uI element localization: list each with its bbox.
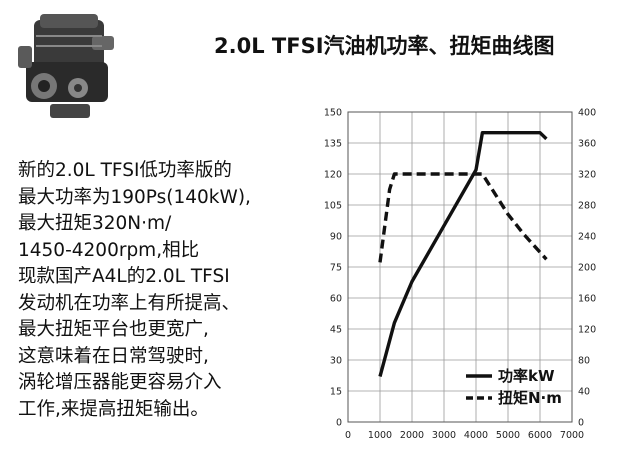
y-right-tick-label: 280 — [578, 201, 596, 212]
y-left-tick-label: 45 — [330, 325, 342, 336]
legend-power-label: 功率kW — [498, 367, 555, 385]
description-line: 这意味着在日常驾驶时, — [18, 345, 209, 367]
legend-torque-label: 扭矩N·m — [498, 389, 562, 407]
y-left-tick-label: 150 — [324, 108, 342, 119]
y-right-tick-label: 120 — [578, 325, 596, 336]
torque-line — [378, 172, 548, 263]
description-line: 现款国产A4L的2.0L TFSI — [18, 266, 230, 287]
power-line — [378, 131, 548, 377]
description-line: 最大扭矩平台也更宽广, — [18, 319, 209, 340]
x-tick-label: 6000 — [528, 430, 552, 441]
y-left-tick-label: 30 — [330, 356, 342, 367]
y-right-tick-label: 200 — [578, 263, 596, 274]
y-right-tick-label: 400 — [578, 108, 596, 119]
plot-frame — [347, 111, 573, 423]
description-line: 工作,来提高扭矩输出。 — [18, 398, 209, 420]
y-left-tick-label: 120 — [324, 170, 342, 181]
y-right-tick-label: 240 — [578, 232, 596, 243]
y-right-tick-label: 320 — [578, 170, 596, 181]
description-line: 1450-4200rpm,相比 — [18, 239, 200, 261]
x-tick-label: 4000 — [464, 430, 488, 441]
x-tick-label: 3000 — [432, 430, 456, 441]
y-right-tick-label: 0 — [578, 418, 584, 429]
chart-title: 2.0L TFSI汽油机功率、扭矩曲线图 — [214, 34, 555, 58]
y-left-tick-label: 15 — [330, 387, 342, 398]
description-text: 新的2.0L TFSI低功率版的 最大功率为190Ps(140kW), 最大扭矩… — [18, 158, 318, 423]
x-tick-label: 7000 — [560, 430, 584, 441]
y-right-tick-label: 160 — [578, 294, 596, 305]
x-tick-label: 1000 — [368, 430, 392, 441]
y-left-tick-label: 135 — [324, 139, 342, 150]
y-left-tick-label: 90 — [330, 232, 342, 243]
y-left-tick-label: 105 — [324, 201, 342, 212]
y-left-tick-label: 75 — [330, 263, 342, 274]
y-right-tick-label: 80 — [578, 356, 590, 367]
y-left-tick-label: 60 — [330, 294, 342, 305]
description-line: 发动机在功率上有所提高、 — [18, 292, 241, 314]
engine-image — [18, 14, 114, 118]
description-line: 最大扭矩320N·m/ — [18, 213, 172, 234]
x-tick-label: 5000 — [496, 430, 520, 441]
x-tick-label: 0 — [345, 430, 351, 441]
y-left-tick-label: 0 — [336, 418, 342, 429]
description-line: 最大功率为190Ps(140kW), — [18, 186, 251, 208]
y-right-tick-label: 40 — [578, 387, 590, 398]
description-line: 涡轮增压器能更容易介入 — [18, 372, 222, 393]
x-tick-label: 2000 — [400, 430, 424, 441]
y-right-tick-label: 360 — [578, 139, 596, 150]
description-line: 新的2.0L TFSI低功率版的 — [18, 160, 232, 181]
